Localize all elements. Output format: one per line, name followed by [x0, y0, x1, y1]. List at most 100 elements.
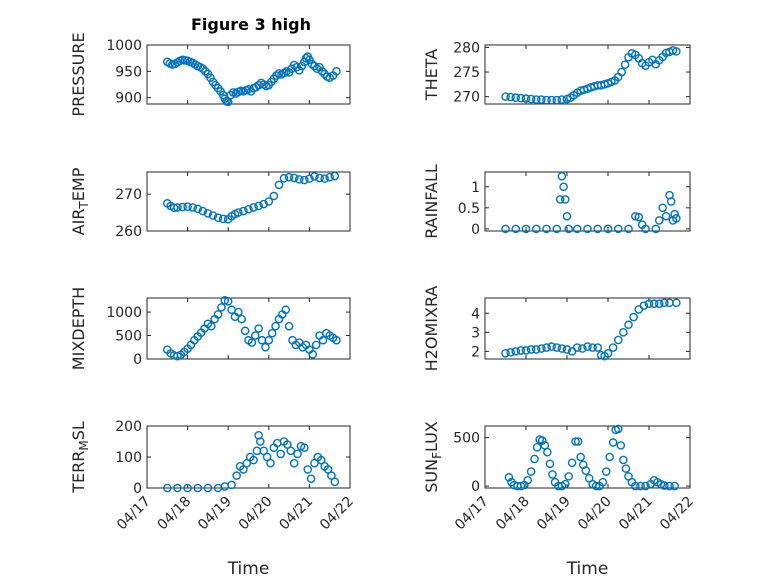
data-point: [516, 93, 526, 103]
y-tick-label: 1: [471, 180, 480, 196]
data-point: [557, 171, 567, 181]
data-point: [269, 191, 279, 201]
data-point: [624, 320, 633, 329]
data-point: [217, 303, 226, 312]
data-point: [244, 84, 253, 94]
data-point: [251, 82, 261, 92]
y-axis-label: AIRTEMP: [69, 167, 91, 235]
data-point: [254, 201, 263, 211]
data-point: [619, 455, 628, 465]
axes-frame: [146, 171, 351, 232]
data-point: [560, 479, 570, 489]
data-point: [311, 340, 321, 350]
x-tick-label: 04/21: [616, 494, 656, 534]
data-point: [284, 321, 294, 331]
data-point: [593, 343, 603, 352]
data-point: [572, 224, 582, 234]
data-point: [183, 483, 192, 493]
y-axis-label: MIXDEPTH: [69, 287, 88, 370]
data-point: [557, 95, 567, 104]
data-point: [178, 202, 187, 212]
data-point: [516, 346, 526, 355]
y-axis-label: THETA: [422, 49, 441, 101]
data-point: [641, 481, 650, 491]
y-tick-label: 100: [115, 450, 142, 466]
subplot-mixdepth: 0 500 1000 MIXDEPTH: [69, 287, 351, 370]
data-point: [668, 46, 678, 55]
data-point: [639, 301, 649, 310]
data-point: [526, 94, 536, 104]
data-point: [661, 211, 671, 221]
data-point: [244, 204, 253, 214]
data-point: [578, 344, 587, 353]
data-point: [297, 61, 307, 71]
data-point: [621, 464, 631, 473]
data-point: [552, 224, 562, 234]
data-point: [620, 60, 630, 69]
data-point: [218, 214, 228, 224]
data-point: [542, 95, 551, 105]
axes-frame: [146, 425, 351, 489]
data-point: [501, 92, 510, 101]
data-point: [624, 224, 633, 234]
data-point: [605, 452, 615, 462]
data-point: [220, 296, 230, 305]
data-point: [237, 314, 247, 324]
figure-title: Figure 3 high: [191, 15, 311, 34]
y-tick-label: 3: [471, 325, 480, 341]
data-point: [537, 436, 547, 445]
data-point: [564, 472, 574, 481]
data-point: [276, 449, 285, 459]
x-tick-label: 04/17: [114, 494, 154, 534]
subplot-sun-flux: 04/17 04/18 04/19 04/20 04/21 04/22 0 500 SUNFLU…: [422, 421, 697, 579]
x-tick-label: 04/17: [452, 494, 492, 534]
data-point: [201, 67, 210, 76]
x-axis-label: Time: [566, 559, 609, 579]
data-series: [501, 46, 681, 105]
data-point: [557, 344, 567, 353]
y-tick-label: 260: [115, 224, 142, 240]
data-point: [616, 441, 626, 450]
data-series: [162, 52, 341, 107]
y-tick-label: 280: [453, 40, 480, 56]
data-point: [543, 447, 552, 457]
data-point: [320, 174, 329, 183]
data-point: [521, 224, 531, 234]
x-tick-label: 04/22: [317, 494, 357, 534]
data-point: [198, 206, 208, 216]
data-point: [239, 206, 248, 216]
y-tick-label: 500: [453, 431, 480, 447]
x-tick-label: 04/18: [155, 494, 195, 534]
data-series: [162, 296, 341, 361]
data-point: [308, 350, 318, 359]
y-tick-label: 0.5: [458, 201, 480, 217]
data-point: [641, 224, 650, 234]
data-point: [227, 480, 236, 490]
y-axis-label: SUNFLUX: [422, 421, 444, 493]
y-tick-label: 0: [471, 222, 480, 238]
subplot-pressure: 900 950 1000 PRESSURE: [69, 32, 351, 117]
data-point: [325, 172, 335, 182]
data-point: [552, 343, 562, 352]
data-point: [591, 481, 601, 491]
data-point: [547, 95, 556, 105]
data-point: [272, 71, 281, 80]
axes-frame: [484, 171, 691, 232]
data-point: [226, 90, 236, 100]
data-point: [183, 202, 192, 211]
data-point: [665, 481, 674, 491]
data-point: [526, 467, 536, 476]
data-point: [315, 173, 324, 183]
data-point: [672, 47, 681, 56]
data-series: [504, 424, 679, 491]
data-point: [264, 197, 274, 206]
data-point: [206, 73, 215, 82]
subplot-terr-msl: 04/17 04/18 04/19 04/20 04/21 04/22 0 100 200 TER…: [69, 419, 357, 579]
data-point: [552, 95, 562, 105]
data-point: [274, 180, 284, 190]
data-point: [573, 437, 583, 446]
data-point: [294, 65, 304, 75]
data-point: [332, 67, 341, 76]
